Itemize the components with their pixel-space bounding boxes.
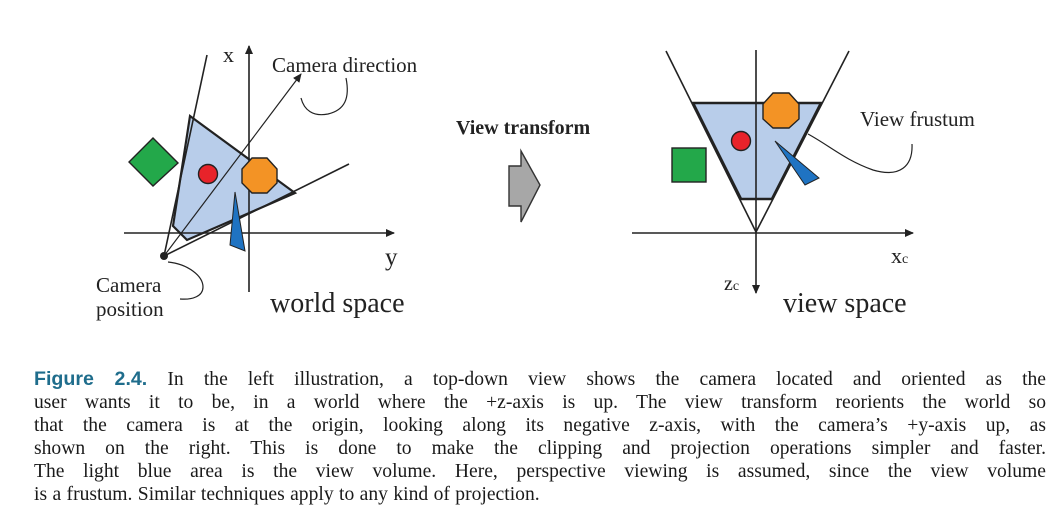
transform-arrow-icon (508, 148, 541, 223)
view-space-diagram: View frustum xc zc view space (632, 50, 975, 319)
view-transform-group: View transform (456, 117, 591, 223)
world-x-axis-label: x (223, 42, 234, 67)
caption-line-5: The light blue area is the view volume. … (34, 461, 1046, 482)
caption-line-1: Figure 2.4. In the left illustration, a … (34, 368, 1046, 391)
world-camera-direction-label: Camera direction (272, 53, 418, 77)
world-camera-direction-arrow (163, 73, 302, 257)
view-transform-title: View transform (456, 117, 591, 139)
view-z-axis-label: zc (724, 273, 739, 295)
world-space-diagram: x y Camera direction Camera position wor… (96, 42, 418, 321)
caption-line-1-text: In the left illustration, a top-down vie… (167, 369, 1047, 390)
view-frustum-callout (807, 133, 913, 174)
caption-line-3: that the camera is at the origin, lookin… (34, 415, 1046, 436)
view-red-circle (730, 130, 752, 152)
world-orange-octagon (241, 157, 278, 194)
caption-line-4: shown on the right. This is done to make… (34, 438, 1046, 459)
world-blue-triangle (229, 191, 246, 252)
caption-line-2: user wants it to be, in a world where th… (34, 392, 1046, 413)
view-blue-triangle (774, 140, 820, 186)
view-x-axis-label: xc (891, 243, 908, 268)
view-frustum-label: View frustum (860, 107, 975, 131)
world-camera-position-label-line2: position (96, 297, 164, 321)
figure-caption: Figure 2.4. In the left illustration, a … (34, 368, 1046, 506)
world-red-circle (197, 163, 219, 185)
world-camera-position-dot (160, 252, 168, 260)
world-green-square (128, 137, 180, 187)
world-space-title: world space (270, 288, 405, 319)
world-camera-position-label-line1: Camera (96, 273, 162, 297)
view-orange-octagon (762, 92, 800, 129)
figure-number: Figure 2.4. (34, 368, 148, 390)
world-camera-direction-callout (300, 77, 348, 116)
view-green-square (671, 147, 707, 183)
world-frustum-edge-left (163, 54, 208, 257)
world-y-axis-label: y (385, 244, 398, 271)
caption-line-6: is a frustum. Similar techniques apply t… (34, 484, 540, 505)
view-space-title: view space (783, 288, 907, 319)
world-camera-position-callout (167, 261, 204, 300)
view-frustum (690, 101, 824, 201)
view-frustum-edge-right (755, 50, 850, 233)
world-frustum-edge-right (163, 163, 350, 257)
view-frustum-edge-left (665, 50, 757, 233)
